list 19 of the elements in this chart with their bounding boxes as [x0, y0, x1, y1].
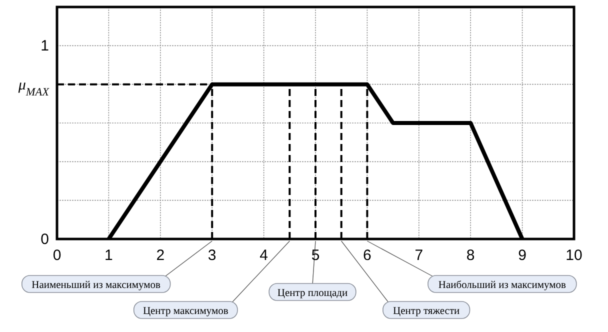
y-tick-label: μ$_{MAX}$ [17, 77, 50, 98]
x-tick-label: 7 [414, 247, 424, 264]
x-tick-label: 9 [518, 247, 526, 264]
x-tick-label: 8 [466, 247, 475, 264]
ref-line-label: Наибольший из максимумов [438, 280, 566, 291]
x-tick-label: 2 [156, 247, 165, 264]
x-tick-label: 1 [104, 247, 113, 264]
ref-line-label: Центр максимумов [142, 306, 228, 317]
x-tick-label: 3 [208, 247, 216, 264]
x-tick-label: 5 [311, 247, 320, 264]
x-tick-label: 6 [363, 247, 372, 264]
ref-line-label: Наименьший из максимумов [32, 280, 161, 291]
y-tick-label: 0 [40, 231, 49, 248]
y-tick-label: 1 [40, 38, 49, 55]
x-tick-label: 10 [566, 247, 582, 264]
x-tick-label: 0 [52, 247, 62, 264]
ref-line-label: Центр тяжести [393, 306, 460, 317]
ref-line-label: Центр площади [277, 288, 348, 299]
x-tick-label: 4 [260, 247, 268, 264]
